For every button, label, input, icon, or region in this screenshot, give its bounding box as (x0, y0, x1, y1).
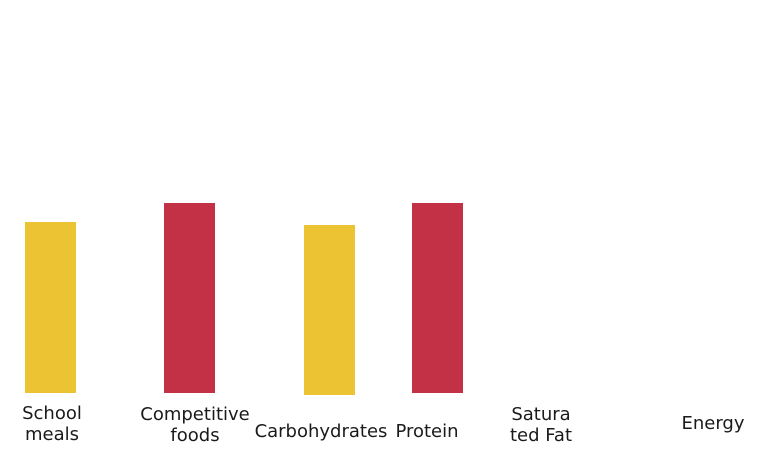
category-label-saturated-fat: Satura ted Fat (509, 404, 573, 446)
bar-carbohydrates (304, 225, 355, 395)
bar-competitive-foods (164, 203, 215, 393)
category-label-energy: Energy (681, 413, 745, 434)
category-label-school-meals: School meals (22, 403, 82, 445)
bar-school-meals (25, 222, 76, 393)
category-label-carbohydrates: Carbohydrates (254, 421, 388, 442)
bar-protein (412, 203, 463, 393)
category-label-competitive-foods: Competitive foods (140, 404, 250, 446)
category-label-protein: Protein (395, 421, 459, 442)
